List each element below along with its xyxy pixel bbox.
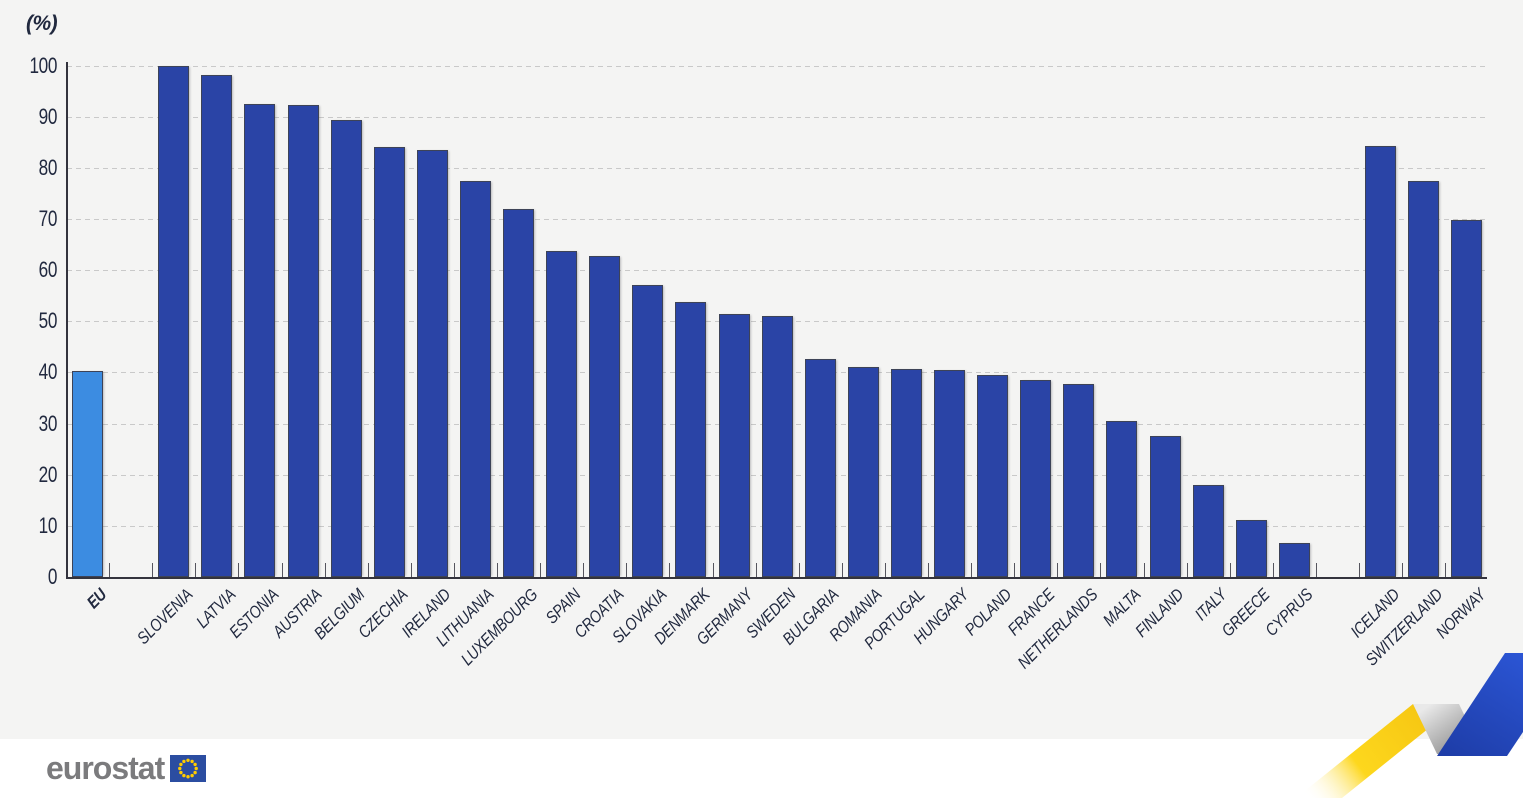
x-axis-tick-7 <box>367 563 369 577</box>
bar-sweden <box>761 315 793 577</box>
x-axis-tick-21 <box>971 563 973 577</box>
bar-czechia <box>373 146 405 577</box>
bar-slovenia <box>158 65 190 577</box>
x-axis-tick-26 <box>1186 563 1188 577</box>
x-axis-tick-25 <box>1143 563 1145 577</box>
x-axis-line <box>66 577 1487 579</box>
eu-flag-icon <box>170 754 207 782</box>
eurostat-logo-text: eurostat <box>46 750 165 786</box>
x-axis-tick-17 <box>798 563 800 577</box>
gridline-70 <box>67 218 1489 220</box>
bar-germany <box>718 313 750 577</box>
x-axis-tick-13 <box>626 563 628 577</box>
bar-bulgaria <box>804 359 836 577</box>
bar-malta <box>1106 420 1138 577</box>
bar-cyprus <box>1278 542 1310 577</box>
x-axis-tick-16 <box>755 563 757 577</box>
y-tick-label-60: 60 <box>38 257 58 283</box>
y-tick-label-90: 90 <box>38 103 58 129</box>
bar-ireland <box>416 150 448 577</box>
y-tick-label-0: 0 <box>47 564 58 589</box>
x-axis-tick-24 <box>1100 563 1102 577</box>
x-axis-tick-12 <box>583 563 585 577</box>
x-axis-tick-3 <box>195 563 197 577</box>
x-axis-tick-11 <box>540 563 542 577</box>
x-axis-tick-1 <box>109 563 111 577</box>
bar-switzerland <box>1408 180 1440 577</box>
x-axis-tick-29 <box>1315 563 1317 577</box>
gridline-100 <box>67 65 1489 67</box>
x-axis-tick-22 <box>1014 563 1016 577</box>
x-axis-tick-23 <box>1057 563 1059 577</box>
bar-norway <box>1451 219 1483 577</box>
bar-austria <box>287 105 319 577</box>
y-tick-label-20: 20 <box>38 461 58 487</box>
x-axis-tick-2 <box>152 563 154 577</box>
x-axis-tick-4 <box>238 563 240 577</box>
x-axis-tick-10 <box>497 563 498 577</box>
y-tick-label-70: 70 <box>38 205 58 231</box>
bar-poland <box>977 374 1009 577</box>
bar-denmark <box>675 302 707 577</box>
gridline-90 <box>67 116 1489 118</box>
x-axis-tick-18 <box>841 563 843 577</box>
x-axis-tick-19 <box>884 563 886 577</box>
x-axis-tick-6 <box>324 563 326 577</box>
x-axis-tick-15 <box>712 563 714 577</box>
y-tick-label-50: 50 <box>38 308 58 334</box>
x-axis-tick-30 <box>1359 563 1360 577</box>
gridline-60 <box>67 270 1489 272</box>
bar-luxembourg <box>503 209 535 577</box>
x-axis-tick-5 <box>281 563 283 577</box>
bar-lithuania <box>459 180 491 577</box>
bar-iceland <box>1365 145 1397 577</box>
bar-hungary <box>934 370 966 577</box>
x-axis-tick-27 <box>1229 563 1231 577</box>
y-axis-line <box>66 62 68 578</box>
x-axis-tick-28 <box>1272 563 1274 577</box>
bar-finland <box>1149 436 1181 577</box>
bar-spain <box>546 251 578 577</box>
bar-portugal <box>890 368 922 577</box>
bar-estonia <box>244 104 276 577</box>
x-axis-tick-31 <box>1402 563 1404 577</box>
x-axis-tick-9 <box>453 563 455 577</box>
bar-greece <box>1235 519 1267 577</box>
gridline-80 <box>67 167 1489 169</box>
x-axis-tick-20 <box>928 563 929 577</box>
bar-eu <box>72 370 104 577</box>
bar-romania <box>847 367 879 577</box>
bar-latvia <box>201 75 233 577</box>
x-axis-tick-8 <box>410 563 412 577</box>
x-axis-tick-14 <box>669 563 671 577</box>
bar-croatia <box>589 256 621 577</box>
y-axis-unit-label: (%) <box>26 12 58 35</box>
y-tick-label-80: 80 <box>38 154 58 180</box>
y-tick-label-40: 40 <box>38 359 58 385</box>
bar-france <box>1020 380 1052 577</box>
bar-netherlands <box>1063 384 1095 577</box>
y-tick-label-100: 100 <box>29 52 58 78</box>
bar-italy <box>1192 485 1224 577</box>
bar-belgium <box>330 120 362 577</box>
eurostat-logo: eurostat <box>46 750 207 786</box>
x-axis-tick-32 <box>1445 563 1447 577</box>
y-tick-label-10: 10 <box>38 512 58 538</box>
bar-slovakia <box>632 285 664 577</box>
y-tick-label-30: 30 <box>38 410 58 436</box>
